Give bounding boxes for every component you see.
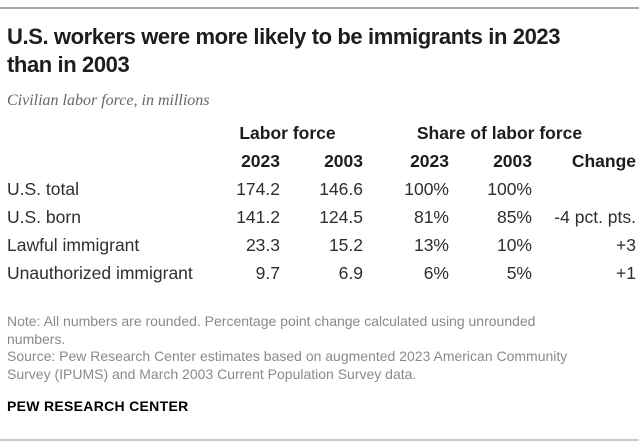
labor-force-table: Labor force Share of labor force 2023 20…	[7, 119, 636, 287]
table-cell: 146.6	[319, 179, 363, 199]
table-cell: 10%	[496, 235, 532, 255]
table-cell: 85%	[496, 207, 532, 227]
table-row: U.S. born 141.2 124.5 81% 85% -4 pct. pt…	[7, 203, 636, 231]
table-row: U.S. total 174.2 146.6 100% 100%	[7, 175, 636, 203]
table-cell: 141.2	[236, 207, 280, 227]
group-header-row: Labor force Share of labor force	[7, 119, 636, 147]
chart-subtitle: Civilian labor force, in millions	[7, 92, 210, 109]
col-header-share-2023: 2023	[410, 151, 449, 171]
row-label: Lawful immigrant	[7, 235, 140, 255]
table-cell: 100%	[487, 179, 532, 199]
table-row: Unauthorized immigrant 9.7 6.9 6% 5% +1	[7, 259, 636, 287]
row-label: U.S. born	[7, 207, 81, 227]
table-cell: 6%	[423, 263, 449, 283]
table-cell: 15.2	[328, 235, 363, 255]
spacer-cell	[7, 119, 212, 147]
group-header-share-of-labor-force: Share of labor force	[416, 123, 583, 143]
col-header-share-2003: 2003	[493, 151, 532, 171]
table-cell: 5%	[506, 263, 532, 283]
group-header-labor-force: Labor force	[239, 123, 336, 143]
table-cell: +3	[616, 235, 636, 255]
table-cell	[532, 175, 636, 203]
table-cell: 9.7	[255, 263, 280, 283]
pew-table-card: U.S. workers were more likely to be immi…	[0, 7, 639, 448]
table-cell: 23.3	[245, 235, 280, 255]
page-title: U.S. workers were more likely to be immi…	[7, 24, 561, 77]
column-header-row: 2023 2003 2023 2003 Change	[7, 147, 636, 175]
table-cell: 13%	[413, 235, 449, 255]
table-cell: 174.2	[236, 179, 280, 199]
col-header-labor-2003: 2003	[324, 151, 363, 171]
row-label: Unauthorized immigrant	[7, 263, 193, 283]
spacer-cell	[7, 147, 212, 175]
brand-footer: PEW RESEARCH CENTER	[7, 398, 189, 414]
table-cell: 6.9	[338, 263, 363, 283]
col-header-labor-2023: 2023	[241, 151, 280, 171]
table-row: Lawful immigrant 23.3 15.2 13% 10% +3	[7, 231, 636, 259]
bottom-divider	[0, 439, 639, 441]
table-cell: +1	[616, 263, 636, 283]
col-header-change: Change	[571, 151, 636, 171]
note-text: Note: All numbers are rounded. Percentag…	[7, 313, 536, 347]
table-cell: -4 pct. pts.	[554, 207, 636, 227]
row-label: U.S. total	[7, 179, 79, 199]
source-text: Source: Pew Research Center estimates ba…	[7, 348, 568, 382]
table-cell: 124.5	[319, 207, 363, 227]
table-cell: 81%	[413, 207, 449, 227]
table-cell: 100%	[404, 179, 449, 199]
top-divider	[0, 7, 639, 9]
